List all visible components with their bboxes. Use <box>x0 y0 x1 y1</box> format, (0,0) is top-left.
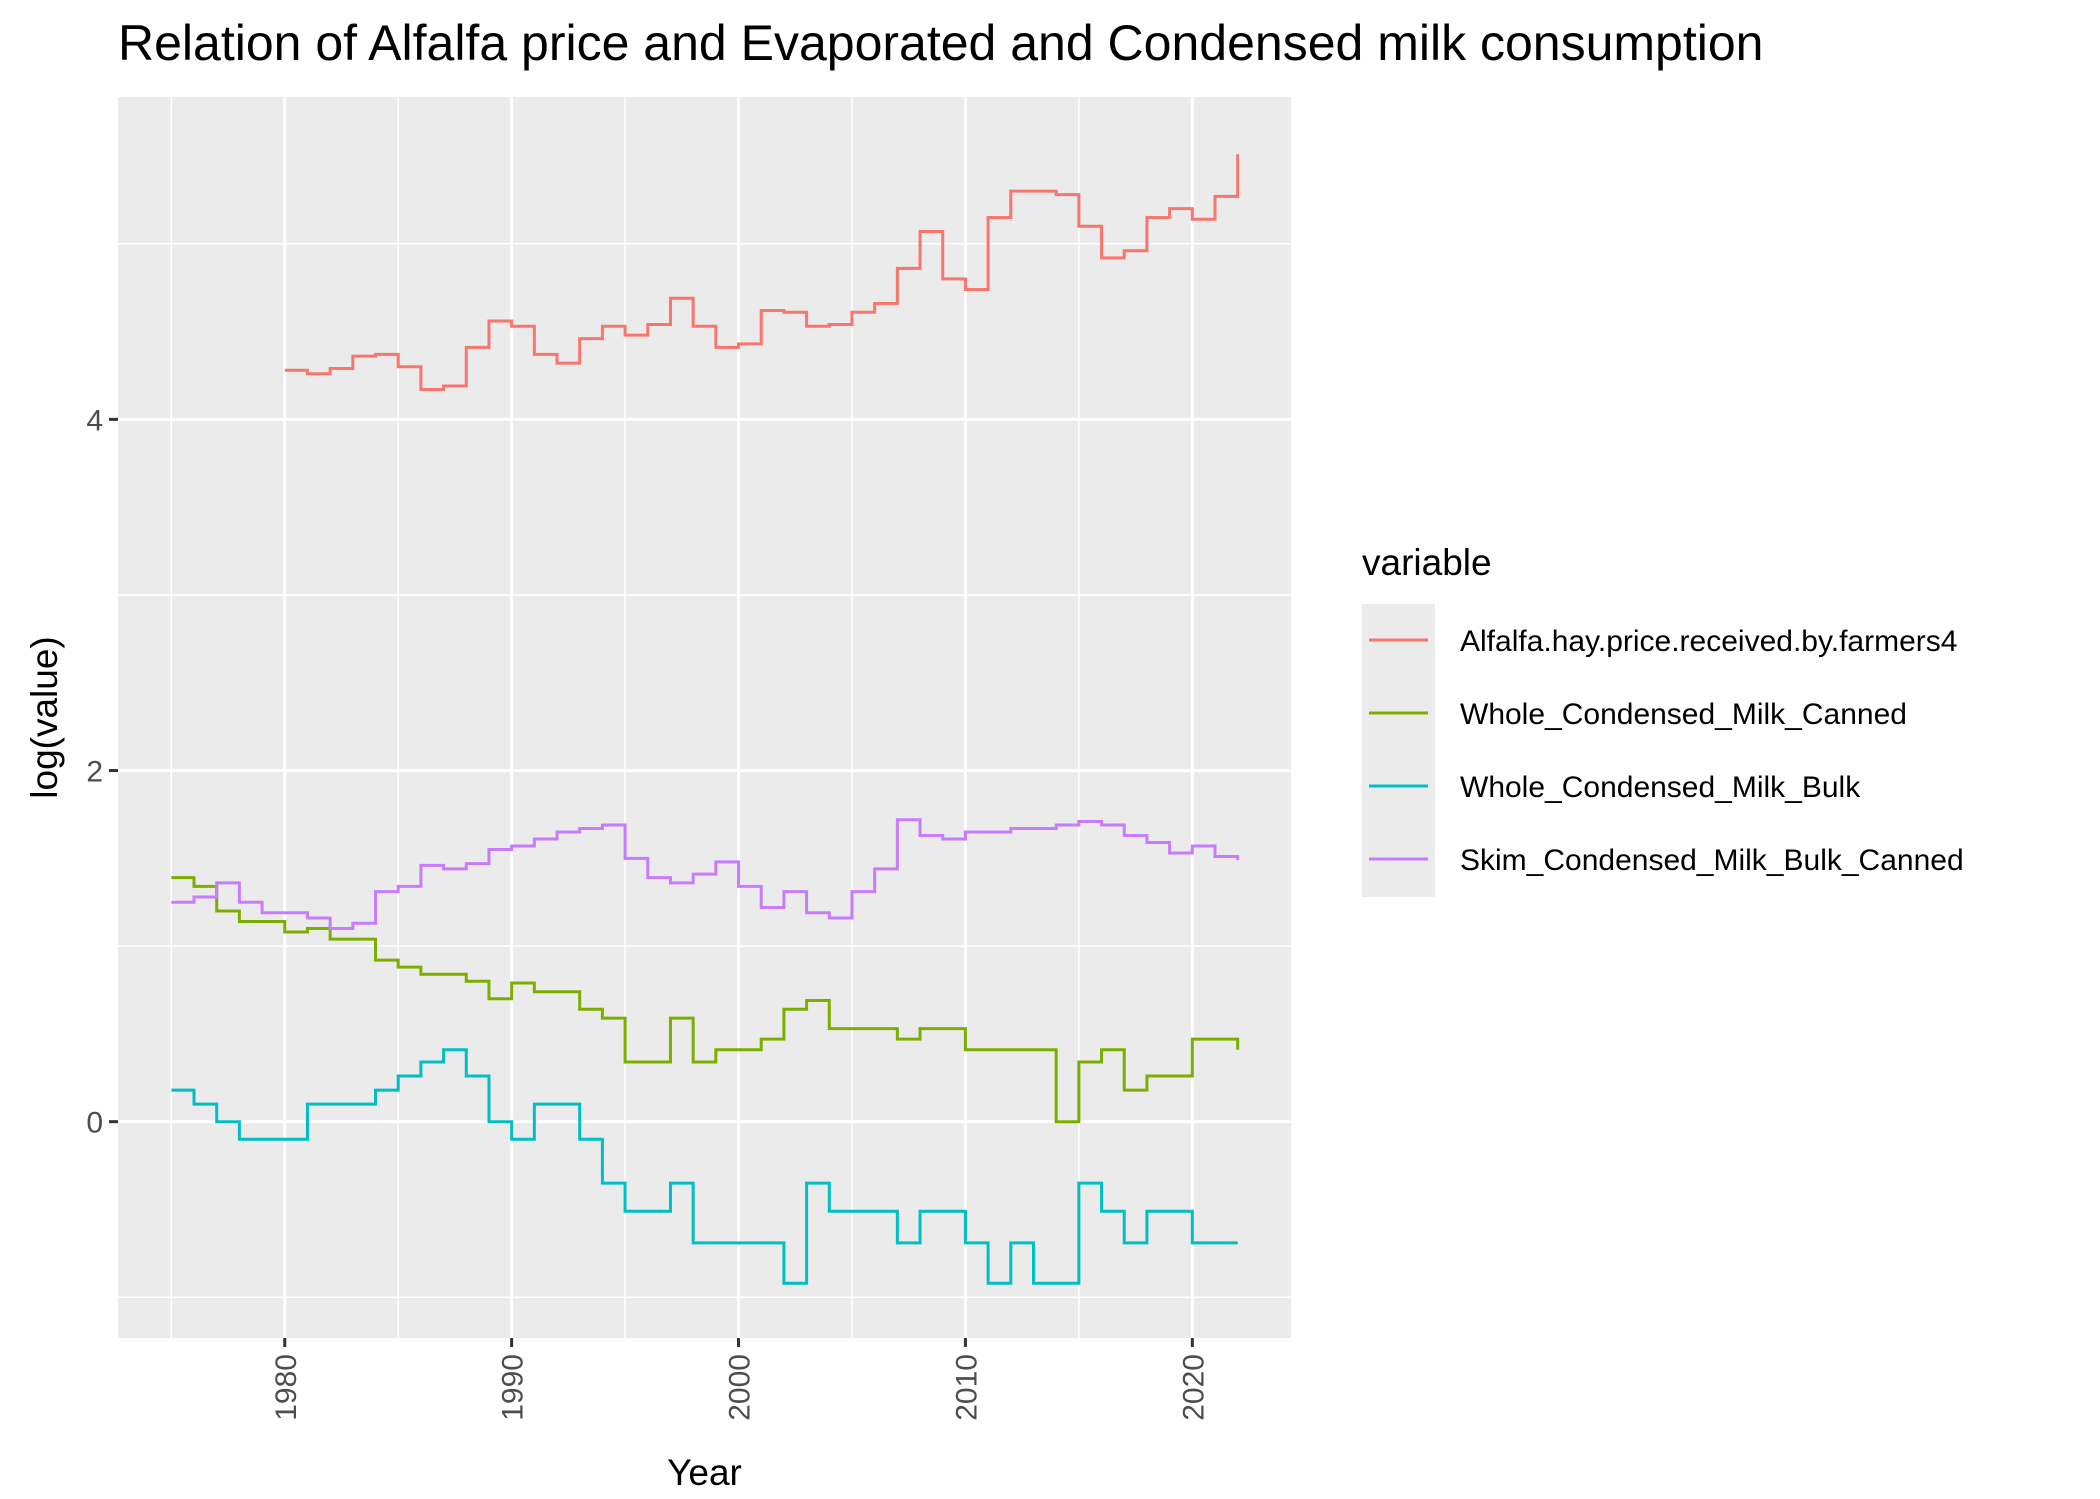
grid-major <box>118 97 1291 1338</box>
series-line-2 <box>171 876 1240 1124</box>
legend-label-2: Whole_Condensed_Milk_Canned <box>1460 698 1907 731</box>
y-tick-label: 4 <box>86 404 103 437</box>
x-axis-label: Year <box>667 1452 742 1493</box>
y-axis: 0 2 4 <box>86 404 118 1140</box>
legend: variable Alfalfa.hay.price.received.by.f… <box>1362 542 1964 897</box>
x-tick-label: 2010 <box>950 1354 983 1421</box>
plot-panel <box>118 97 1291 1338</box>
x-tick-label: 2000 <box>724 1354 757 1421</box>
y-tick-label: 0 <box>86 1107 103 1140</box>
legend-key-background <box>1362 604 1435 897</box>
series-line-4 <box>171 818 1240 931</box>
y-axis-label: log(value) <box>24 636 65 798</box>
legend-label-4: Skim_Condensed_Milk_Bulk_Canned <box>1460 844 1964 877</box>
legend-label-1: Alfalfa.hay.price.received.by.farmers4 <box>1460 625 1957 658</box>
series-line-1 <box>284 154 1240 392</box>
series-layer <box>171 154 1240 1285</box>
x-tick-label: 2020 <box>1177 1354 1210 1421</box>
legend-title: variable <box>1362 542 1492 583</box>
series-line-3 <box>171 1048 1238 1285</box>
legend-items: Alfalfa.hay.price.received.by.farmers4 Wh… <box>1369 625 1964 877</box>
grid-minor <box>118 97 1291 1338</box>
x-axis: 1980 1990 2000 2010 2020 <box>270 1338 1210 1421</box>
chart-title: Relation of Alfalfa price and Evaporated… <box>118 15 1763 71</box>
legend-label-3: Whole_Condensed_Milk_Bulk <box>1460 771 1861 804</box>
x-tick-label: 1990 <box>497 1354 530 1421</box>
y-tick-label: 2 <box>86 756 103 789</box>
x-tick-label: 1980 <box>270 1354 303 1421</box>
